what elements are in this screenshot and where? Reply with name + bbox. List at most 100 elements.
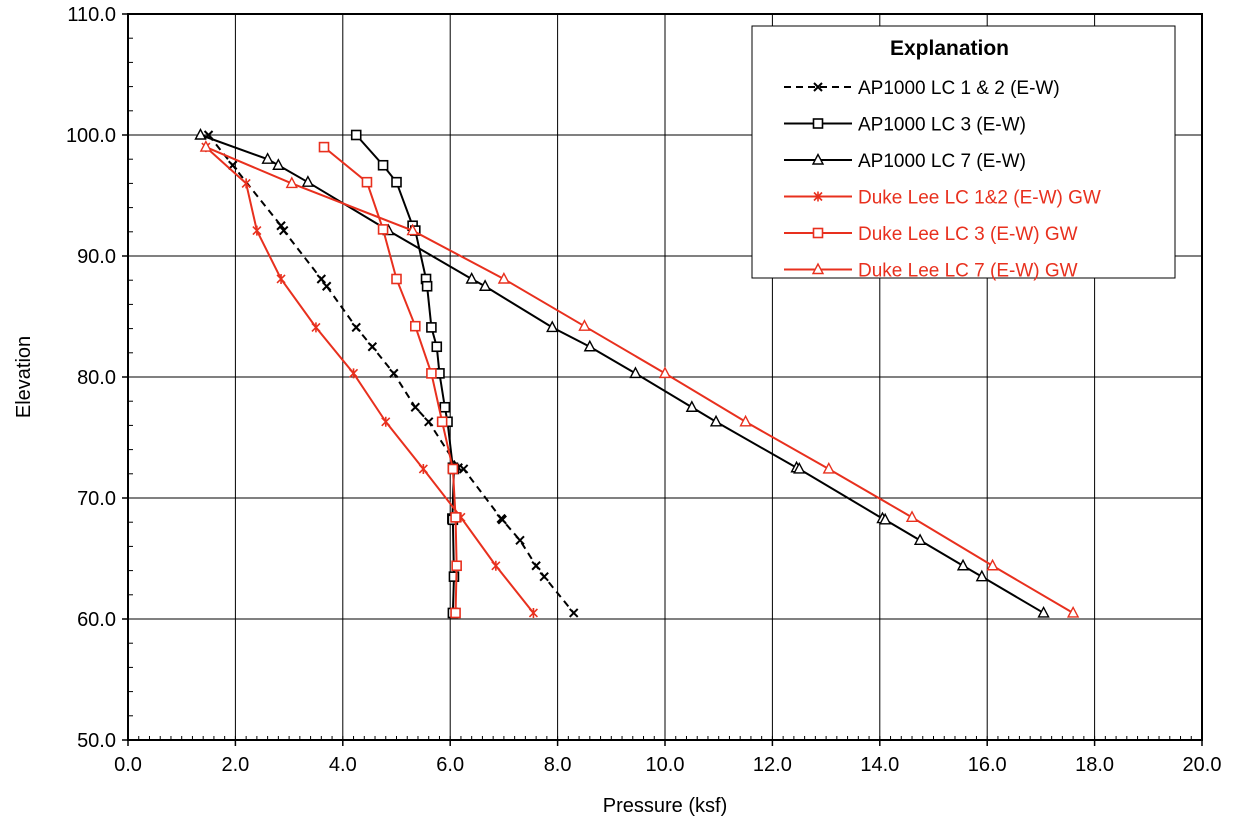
triangle-marker [811,262,825,275]
y-axis-title: Elevation [13,336,35,418]
x-marker [321,281,332,291]
square-marker [421,280,433,292]
y-tick-label: 60.0 [77,609,116,631]
x-marker [279,225,289,236]
triangle-marker [905,510,919,523]
square-marker [409,320,421,332]
x-axis-title: Pressure (ksf) [603,795,727,817]
triangle-marker [822,461,835,474]
triangle-marker [1037,605,1050,618]
legend-label: Duke Lee LC 7 (E-W) GW [858,261,1078,282]
asterisk-marker [252,225,262,236]
series-1 [203,130,579,618]
square-marker [350,129,362,141]
legend-item-4: Duke Lee LC 1&2 (E-W) GW [784,188,1101,209]
tick-labels: 0.0 2.0 4.0 6.0 8.0 10.0 12.0 14.0 16.0 18.0 20.0 5… [66,4,1222,776]
asterisk-marker [311,322,321,333]
asterisk-marker [813,191,823,202]
square-marker [812,118,824,129]
square-marker [391,176,402,188]
x-marker [813,82,823,92]
asterisk-marker [381,416,391,427]
asterisk-marker [418,463,428,474]
series-group [194,127,1080,619]
x-marker [351,322,361,333]
asterisk-marker [528,607,539,618]
x-tick-label: 8.0 [544,754,572,776]
triangle-marker [658,366,672,379]
triangle-marker [629,366,642,379]
asterisk-marker [348,368,359,379]
x-marker [410,402,421,412]
legend-item-5: Duke Lee LC 3 (E-W) GW [784,224,1078,245]
x-tick-label: 0.0 [114,754,142,776]
square-marker [318,141,330,153]
legend-item-3: AP1000 LC 7 (E-W) [784,151,1026,172]
asterisk-marker [241,178,251,189]
legend-label: AP1000 LC 7 (E-W) [858,151,1026,172]
series-5 [318,141,462,619]
triangle-marker [546,320,559,333]
legend-item-2: AP1000 LC 3 (E-W) [784,115,1026,136]
x-marker [539,571,549,582]
legend-label: Duke Lee LC 1&2 (E-W) GW [858,188,1101,209]
triangle-marker [739,414,752,427]
triangle-marker [285,176,298,189]
square-marker [451,560,462,572]
triangle-marker [199,140,213,152]
y-tick-label: 100.0 [66,125,116,147]
x-marker [424,417,434,427]
square-marker [426,322,437,333]
y-tick-label: 110.0 [67,4,116,26]
square-marker [377,159,389,171]
triangle-marker [685,400,699,412]
square-marker [431,341,443,353]
axis-ticks [122,13,1203,746]
square-marker [450,607,461,619]
legend-label: AP1000 LC 3 (E-W) [858,115,1026,136]
square-marker [439,401,451,413]
x-marker [497,515,507,525]
x-marker [569,608,579,618]
triangle-marker [811,152,825,165]
triangle-marker [301,175,315,187]
triangle-marker [793,461,806,474]
triangle-marker [261,152,274,164]
legend-label: Duke Lee LC 3 (E-W) GW [858,224,1078,245]
x-tick-label: 20.0 [1183,754,1222,776]
triangle-marker [583,339,596,352]
x-marker [458,464,469,474]
triangle-marker [1066,605,1080,618]
square-marker [361,176,373,188]
x-marker [515,535,525,546]
x-tick-label: 4.0 [329,754,357,776]
legend-title: Explanation [890,37,1009,60]
x-tick-label: 16.0 [968,754,1007,776]
triangle-marker [913,533,927,546]
triangle-marker [709,414,723,427]
square-marker [812,227,824,239]
triangle-marker [879,512,892,525]
series-3 [194,127,1050,618]
x-tick-label: 6.0 [436,754,464,776]
legend: Explanation AP1000 LC 1 & 2 (E-W)AP1000 … [751,25,1176,282]
square-marker [391,273,402,285]
triangle-marker [478,279,492,291]
triangle-marker [497,271,511,284]
series-6 [199,140,1080,618]
square-marker [436,416,448,428]
x-tick-label: 18.0 [1075,754,1114,776]
triangle-marker [194,127,207,140]
triangle-marker [578,319,591,331]
triangle-marker [956,558,970,571]
asterisk-marker [491,560,501,571]
x-marker [316,274,327,284]
x-marker [276,221,286,231]
legend-item-6: Duke Lee LC 7 (E-W) GW [784,261,1078,282]
square-marker [450,512,461,523]
legend-items: AP1000 LC 1 & 2 (E-W) AP1000 LC 3 (E-W) AP… [784,78,1101,282]
asterisk-marker [276,273,286,284]
triangle-marker [975,569,988,582]
triangle-marker [465,271,478,284]
